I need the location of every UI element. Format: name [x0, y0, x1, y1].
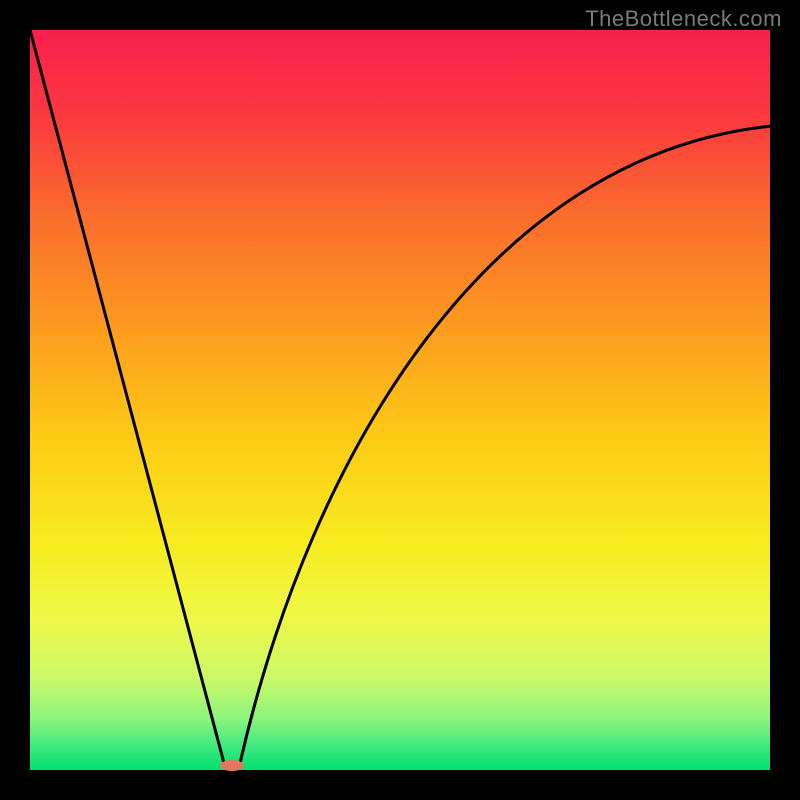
- vertex-marker: [220, 760, 244, 771]
- chart-container: [0, 0, 800, 800]
- watermark-text: TheBottleneck.com: [585, 6, 782, 32]
- bottleneck-curve: [30, 30, 770, 770]
- plot-area: [30, 30, 770, 770]
